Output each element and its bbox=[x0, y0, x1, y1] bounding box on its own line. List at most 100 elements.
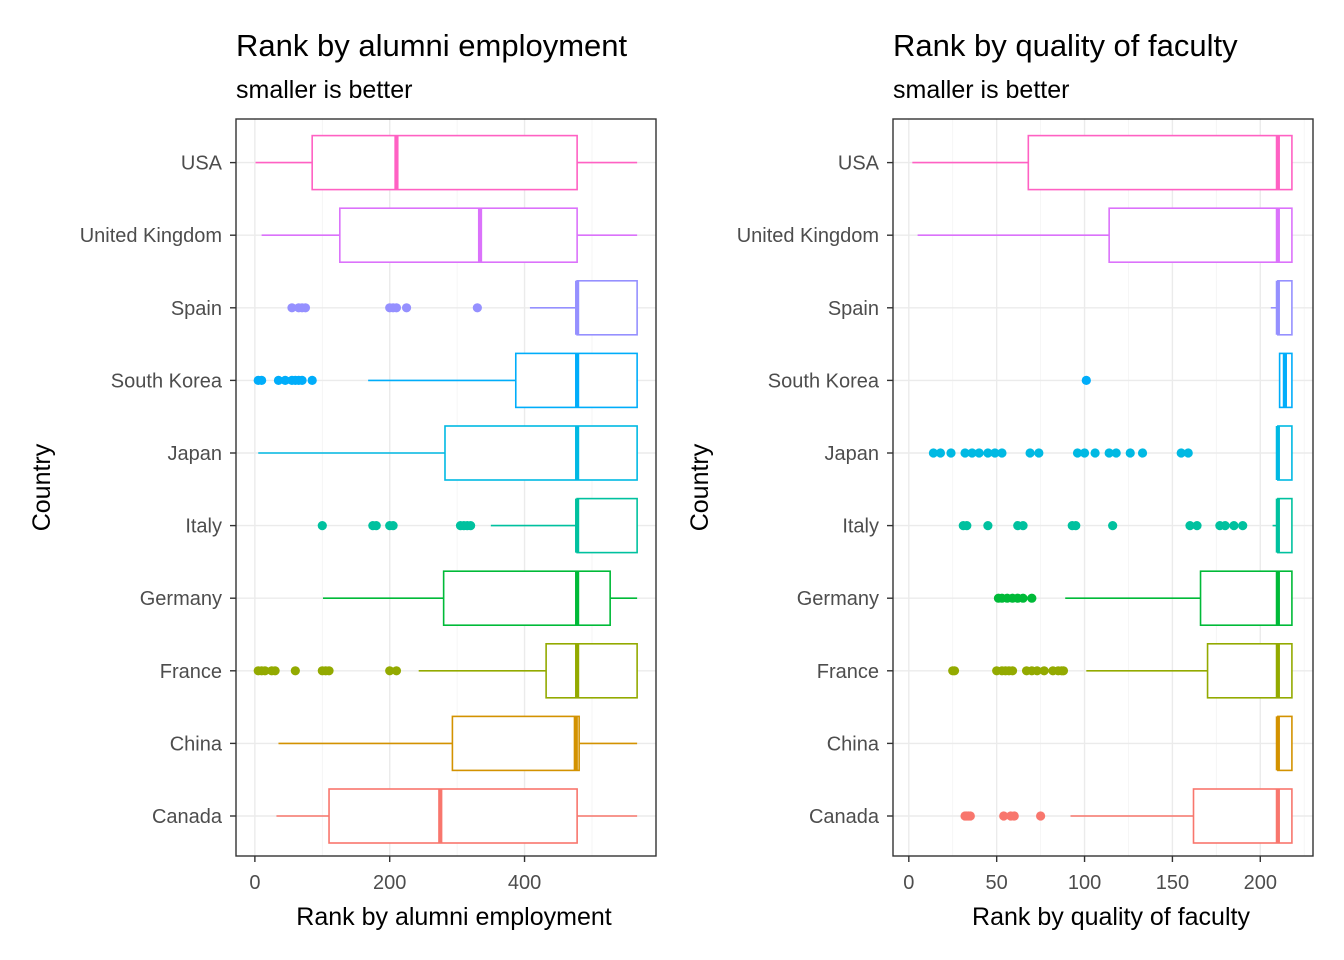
box-italy bbox=[958, 497, 1293, 554]
y-tick-label: Canada bbox=[152, 806, 223, 828]
y-tick-label: South Korea bbox=[768, 370, 880, 392]
outlier-point bbox=[1018, 521, 1028, 531]
y-tick-label: Italy bbox=[842, 516, 879, 538]
y-tick-label: France bbox=[817, 661, 879, 683]
outlier-point bbox=[1090, 448, 1100, 458]
outlier-point bbox=[965, 811, 975, 821]
box-usa bbox=[255, 134, 638, 191]
outlier-point bbox=[287, 303, 297, 313]
outlier-point bbox=[999, 811, 1009, 821]
box-japan bbox=[928, 425, 1293, 481]
box-france bbox=[253, 642, 638, 699]
x-tick-label: 0 bbox=[249, 872, 260, 894]
outlier-point bbox=[928, 448, 939, 458]
box-iqr bbox=[1277, 497, 1293, 554]
chart-subtitle: smaller is better bbox=[893, 76, 1069, 104]
outlier-point bbox=[949, 666, 960, 676]
chart-subtitle: smaller is better bbox=[236, 76, 412, 104]
y-axis-title: Country bbox=[28, 443, 56, 531]
box-iqr bbox=[1277, 279, 1293, 336]
outlier-point bbox=[317, 521, 327, 531]
outlier-point bbox=[1009, 811, 1019, 821]
box-china bbox=[278, 715, 638, 772]
outlier-point bbox=[1027, 593, 1037, 603]
outlier-point bbox=[260, 666, 270, 676]
outlier-point bbox=[466, 521, 476, 531]
panel-border bbox=[235, 118, 657, 857]
outlier-point bbox=[297, 375, 307, 385]
outlier-point bbox=[1220, 521, 1230, 531]
outlier-point bbox=[290, 666, 300, 676]
box-italy bbox=[317, 497, 638, 554]
outlier-point bbox=[273, 375, 284, 385]
box-iqr bbox=[451, 715, 580, 772]
box-canada bbox=[960, 788, 1293, 844]
outlier-point bbox=[1071, 521, 1081, 531]
x-axis-title: Rank by quality of faculty bbox=[972, 903, 1250, 931]
outlier-point bbox=[1036, 811, 1046, 821]
box-iqr bbox=[444, 425, 638, 481]
box-japan bbox=[258, 425, 638, 481]
chart-panel-faculty: 0 50 100 150 200 Canada China France Germany Ital… bbox=[686, 28, 1314, 931]
box-canada bbox=[276, 788, 638, 844]
outlier-point bbox=[472, 303, 482, 313]
outlier-point bbox=[385, 666, 395, 676]
box-iqr bbox=[1027, 134, 1293, 191]
outlier-point bbox=[1032, 666, 1042, 676]
y-axis-title: Country bbox=[686, 443, 714, 531]
box-united-kingdom bbox=[917, 207, 1293, 263]
outlier-point bbox=[1185, 521, 1195, 531]
outlier-point bbox=[1104, 448, 1114, 458]
x-tick-label: 400 bbox=[508, 872, 541, 894]
outlier-point bbox=[1125, 448, 1135, 458]
panel-border bbox=[892, 118, 1314, 857]
outlier-point bbox=[300, 303, 311, 313]
outlier-point bbox=[391, 666, 402, 676]
outlier-point bbox=[1192, 521, 1202, 531]
box-spain bbox=[287, 279, 638, 336]
outlier-point bbox=[935, 448, 946, 458]
box-iqr bbox=[1277, 425, 1293, 481]
x-tick-label: 200 bbox=[373, 872, 406, 894]
box-spain bbox=[1270, 279, 1293, 336]
y-tick-label: South Korea bbox=[111, 370, 223, 392]
outlier-point bbox=[401, 303, 412, 313]
outlier-point bbox=[983, 521, 993, 531]
box-iqr bbox=[576, 279, 638, 336]
y-tick-label: France bbox=[160, 661, 222, 683]
x-tick-label: 50 bbox=[986, 872, 1008, 894]
box-china bbox=[1275, 715, 1293, 772]
chart-title: Rank by quality of faculty bbox=[893, 28, 1238, 63]
box-iqr bbox=[1108, 207, 1293, 263]
y-tick-label: Japan bbox=[168, 443, 223, 465]
outlier-point bbox=[1111, 448, 1121, 458]
outlier-point bbox=[1007, 666, 1018, 676]
y-tick-label: United Kingdom bbox=[80, 225, 222, 247]
y-tick-label: Germany bbox=[140, 588, 222, 610]
outlier-point bbox=[1079, 448, 1090, 458]
box-iqr bbox=[311, 134, 578, 191]
outlier-point bbox=[388, 521, 398, 531]
box-south-korea bbox=[253, 352, 638, 409]
box-iqr bbox=[1192, 788, 1293, 844]
outlier-point bbox=[270, 666, 280, 676]
y-tick-label: Japan bbox=[825, 443, 880, 465]
y-tick-label: Spain bbox=[171, 298, 222, 320]
outlier-point bbox=[1183, 448, 1193, 458]
outlier-point bbox=[324, 666, 334, 676]
outlier-point bbox=[962, 521, 972, 531]
box-iqr bbox=[576, 497, 638, 554]
x-tick-label: 200 bbox=[1244, 872, 1277, 894]
box-south-korea bbox=[1081, 352, 1293, 409]
outlier-point bbox=[1034, 448, 1044, 458]
outlier-point bbox=[1229, 521, 1239, 531]
outlier-point bbox=[1039, 666, 1049, 676]
y-tick-label: USA bbox=[181, 153, 223, 175]
y-tick-label: Canada bbox=[809, 806, 880, 828]
x-tick-label: 0 bbox=[903, 872, 914, 894]
outlier-point bbox=[307, 375, 317, 385]
chart-panel-alumni: 0 200 400 Canada China France Germany Italy Japa… bbox=[28, 28, 657, 931]
outlier-point bbox=[1072, 448, 1083, 458]
chart-title: Rank by alumni employment bbox=[236, 28, 628, 63]
